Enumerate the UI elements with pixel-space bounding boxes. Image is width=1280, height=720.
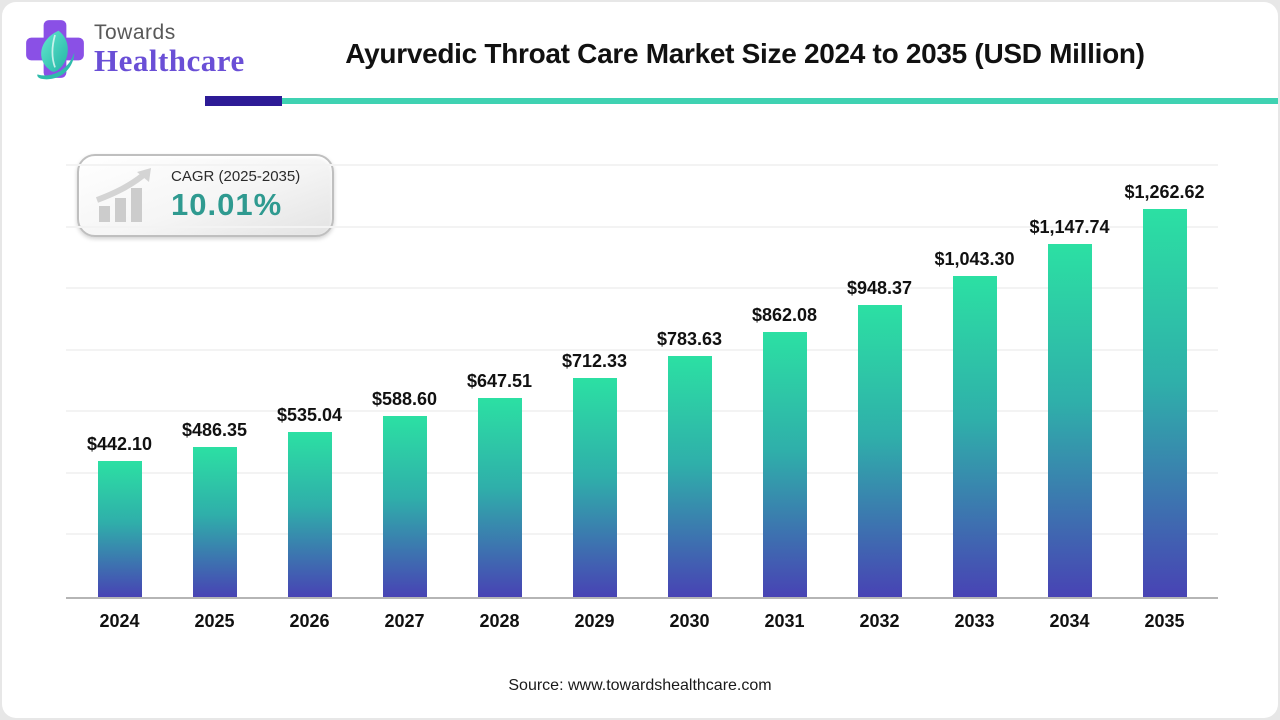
cagr-texts: CAGR (2025-2035) 10.01% xyxy=(171,168,300,223)
x-axis-label-2026: 2026 xyxy=(289,611,330,631)
cagr-label: CAGR (2025-2035) xyxy=(171,168,301,185)
bar-value-label-2031: $862.08 xyxy=(751,304,818,325)
bar-column-2027 xyxy=(357,154,452,597)
bar-2028 xyxy=(477,397,522,597)
bar-value-label-2027: $588.60 xyxy=(371,388,438,409)
bar-2035 xyxy=(1142,208,1187,597)
bar-column-2033 xyxy=(927,154,1022,597)
bar-2032 xyxy=(857,305,902,597)
source-text: Source: www.towardshealthcare.com xyxy=(508,677,772,694)
bar-value-label-2032: $948.37 xyxy=(846,278,913,299)
grid-line xyxy=(66,533,1218,536)
bar-2026 xyxy=(287,432,332,597)
x-axis-label-2030: 2030 xyxy=(669,611,710,631)
x-axis-label-2031: 2031 xyxy=(764,611,805,631)
logo-line2: Healthcare xyxy=(94,43,245,78)
x-axis-label-2028: 2028 xyxy=(479,611,520,631)
bar-value-label-2025: $486.35 xyxy=(181,420,248,441)
bar-2029 xyxy=(572,377,617,597)
bar-2025 xyxy=(192,447,237,597)
grid-line xyxy=(66,348,1218,351)
bar-value-label-2033: $1,043.30 xyxy=(934,249,1015,270)
grid-line xyxy=(66,225,1218,228)
bar-2030 xyxy=(667,355,712,597)
x-axis-label-2029: 2029 xyxy=(574,611,615,631)
bar-2031 xyxy=(762,331,807,597)
grid-line xyxy=(66,164,1218,167)
divider-purple-segment xyxy=(205,96,282,106)
bar-2033 xyxy=(952,276,997,597)
bar-column-2032 xyxy=(832,154,927,597)
bar-value-label-2030: $783.63 xyxy=(656,328,723,349)
page-title: Ayurvedic Throat Care Market Size 2024 t… xyxy=(345,38,1145,69)
x-axis-label-2034: 2034 xyxy=(1049,611,1090,631)
bar-value-label-2026: $535.04 xyxy=(276,405,343,426)
bar-column-2028 xyxy=(452,154,547,597)
x-axis-label-2033: 2033 xyxy=(954,611,995,631)
bar-column-2031 xyxy=(737,154,832,597)
logo-line1: Towards xyxy=(94,21,176,44)
grid-line xyxy=(66,471,1218,474)
grid-line xyxy=(66,287,1218,290)
bar-column-2034 xyxy=(1022,154,1117,597)
grid-line xyxy=(66,410,1218,413)
plot-area: $442.10 $486.35 $535.04 $588.60 $647.51 $712.… xyxy=(66,154,1218,597)
bar-2027 xyxy=(382,415,427,597)
x-axis-labels: 2024 2025 2026 2027 2028 2029 2030 2031 2032 2033… xyxy=(72,611,1212,641)
bar-value-label-2034: $1,147.74 xyxy=(1029,216,1110,237)
bar-value-label-2028: $647.51 xyxy=(466,370,533,391)
x-axis-line xyxy=(66,597,1218,599)
logo-cross-leaf-icon xyxy=(26,20,84,80)
x-axis-label-2035: 2035 xyxy=(1144,611,1185,631)
logo-text: Towards Healthcare xyxy=(94,22,245,76)
bar-value-label-2024: $442.10 xyxy=(86,434,153,454)
x-axis-label-2032: 2032 xyxy=(859,611,900,631)
bar-column-2029 xyxy=(547,154,642,597)
bar-column-2024 xyxy=(72,154,167,597)
brand-logo: Towards Healthcare xyxy=(20,14,245,84)
bar-value-label-2035: $1,262.62 xyxy=(1124,181,1205,202)
cagr-value: 10.01% xyxy=(171,187,283,222)
bar-column-2025 xyxy=(167,154,262,597)
bar-2034 xyxy=(1047,243,1092,597)
bar-2024 xyxy=(97,461,142,597)
cagr-badge: CAGR (2025-2035) 10.01% xyxy=(77,154,334,237)
bar-column-2035 xyxy=(1117,154,1212,597)
divider-teal-segment xyxy=(282,98,1278,104)
growth-chart-icon xyxy=(95,167,151,222)
bar-value-label-2029: $712.33 xyxy=(561,350,628,371)
x-axis-label-2027: 2027 xyxy=(384,611,425,631)
x-axis-label-2025: 2025 xyxy=(194,611,235,631)
bar-column-2026 xyxy=(262,154,357,597)
bar-column-2030 xyxy=(642,154,737,597)
x-axis-label-2024: 2024 xyxy=(99,611,140,631)
